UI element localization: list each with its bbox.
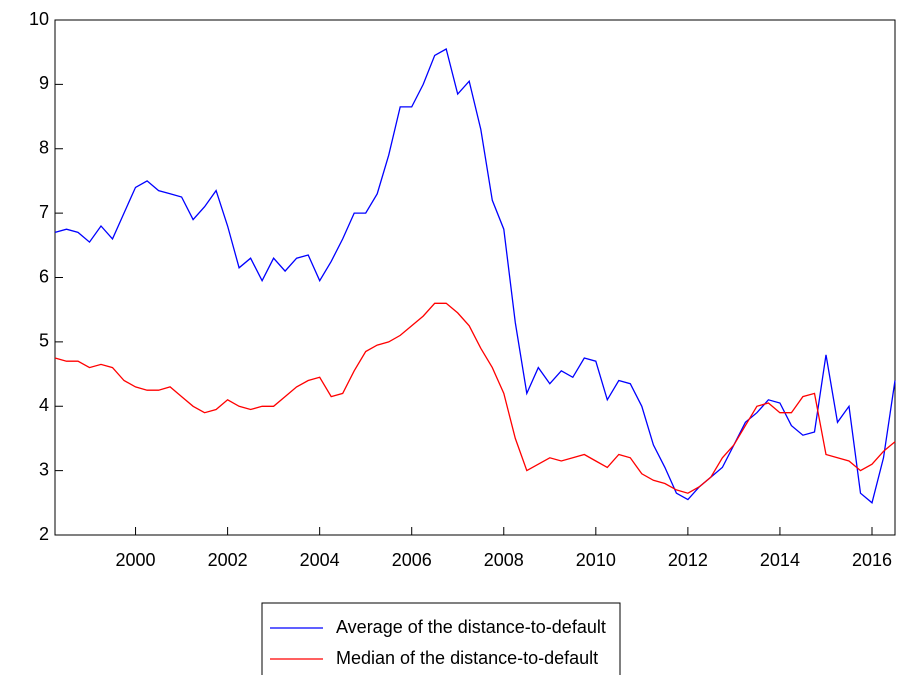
y-tick-label: 8: [39, 138, 49, 158]
data-line: [54, 302, 896, 494]
x-tick-label: 2010: [576, 550, 616, 570]
data-line: [54, 48, 896, 504]
y-tick-label: 6: [39, 266, 49, 286]
x-tick-label: 2012: [668, 550, 708, 570]
y-tick-label: 5: [39, 331, 49, 351]
x-tick-label: 2004: [300, 550, 340, 570]
y-tick-label: 7: [39, 202, 49, 222]
legend: [261, 602, 621, 680]
x-tick-label: 2016: [852, 550, 892, 570]
x-tick-label: 2002: [208, 550, 248, 570]
legend-label: Median of the distance-to-default: [336, 648, 598, 668]
y-tick-label: 9: [39, 73, 49, 93]
y-tick-label: 3: [39, 459, 49, 479]
y-tick-label: 4: [39, 395, 49, 415]
y-tick-label: 2: [39, 524, 49, 544]
x-tick-label: 2008: [484, 550, 524, 570]
x-tick-label: 2006: [392, 550, 432, 570]
y-tick-label: 10: [29, 9, 49, 29]
legend-label: Average of the distance-to-default: [336, 617, 606, 637]
plot-frame: [54, 19, 896, 536]
x-tick-label: 2000: [116, 550, 156, 570]
x-tick-label: 2014: [760, 550, 800, 570]
